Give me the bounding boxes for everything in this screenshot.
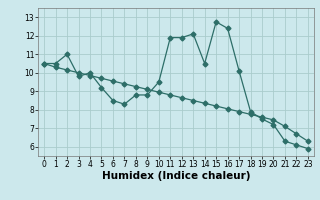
X-axis label: Humidex (Indice chaleur): Humidex (Indice chaleur) xyxy=(102,171,250,181)
